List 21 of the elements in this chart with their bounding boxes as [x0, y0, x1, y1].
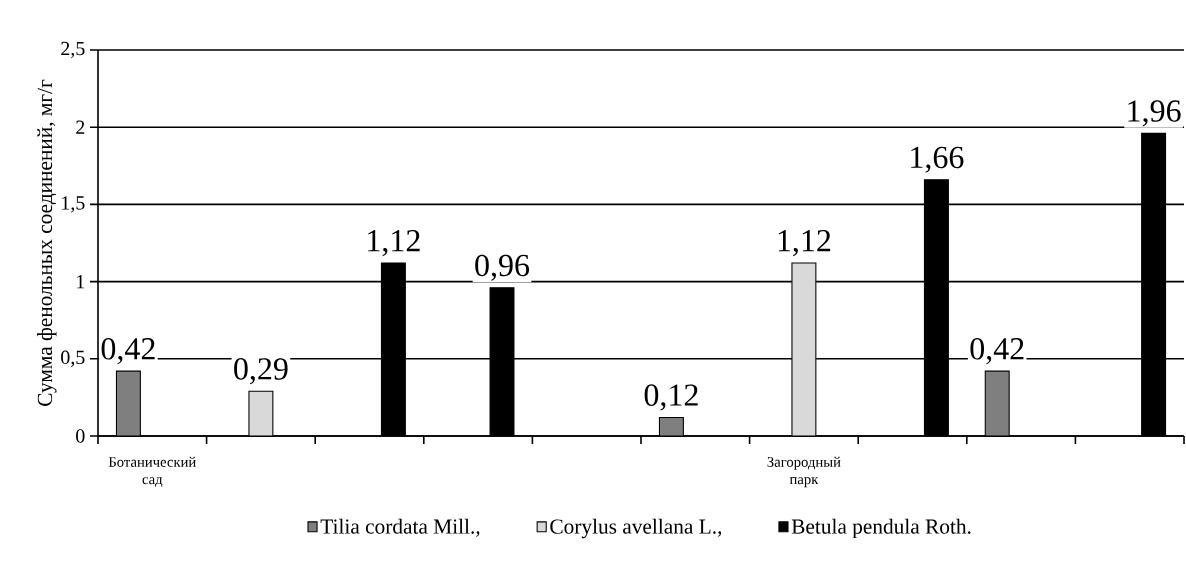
x-tick-label: Загородный парк — [767, 456, 841, 488]
data-label: 0,96 — [475, 254, 530, 281]
data-label: 0,12 — [644, 384, 698, 411]
y-tick-label: 1,5 — [62, 196, 85, 213]
data-label: 1,66 — [911, 146, 964, 173]
data-label: 1,12 — [368, 230, 420, 257]
legend-label: Tilia cordata Mill., — [320, 518, 480, 537]
data-label: 0,42 — [970, 338, 1024, 365]
y-tick-label: 2 — [76, 120, 85, 134]
y-tick-label: 0 — [76, 429, 85, 443]
data-label: 1,96 — [1128, 100, 1181, 127]
y-axis-title: Сумма фенольных соединений, мг/г — [37, 79, 57, 406]
y-tick-label: 1 — [77, 274, 85, 289]
data-label: 0,29 — [234, 358, 288, 385]
legend-label: Corylus avellana L., — [550, 518, 722, 539]
y-tick-label: 0,5 — [61, 350, 85, 367]
y-tick-label: 2,5 — [61, 41, 85, 59]
legend-label: Betula pendula Roth. — [791, 518, 971, 539]
data-label: 0,42 — [101, 338, 155, 365]
data-label: 1,12 — [778, 230, 831, 257]
x-tick-label: Ботанический сад — [108, 456, 196, 487]
